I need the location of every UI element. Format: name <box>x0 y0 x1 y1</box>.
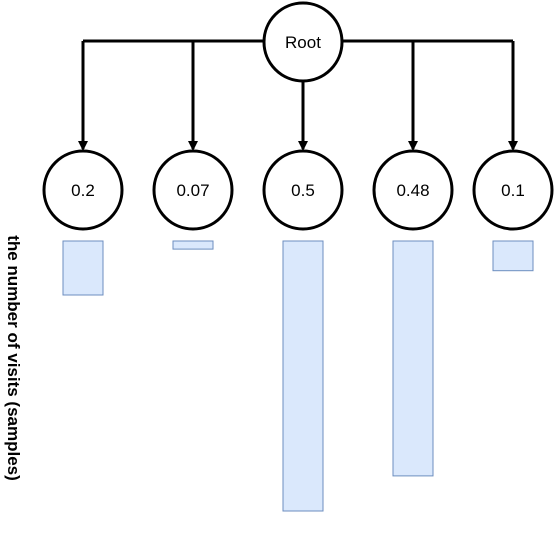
root-node-label: Root <box>285 33 321 52</box>
root-node-circle <box>262 1 344 83</box>
nodes: 0.2 0.07 0.5 0.48 0.1 Root <box>42 1 554 231</box>
root-node: Root <box>262 1 344 83</box>
child-node-circle <box>42 149 124 231</box>
child-node-label: 0.1 <box>501 181 525 200</box>
visit-bar <box>172 240 214 250</box>
visit-bar <box>492 240 534 272</box>
child-node: 0.48 <box>372 149 454 231</box>
child-node-circle <box>372 149 454 231</box>
visit-bar <box>282 240 324 512</box>
child-node-label: 0.48 <box>396 181 429 200</box>
y-axis-label: the number of visits (samples) <box>4 235 23 481</box>
child-node-circle <box>152 149 234 231</box>
child-node: 0.2 <box>42 149 124 231</box>
child-node-label: 0.2 <box>71 181 95 200</box>
child-node-label: 0.5 <box>291 181 315 200</box>
visit-bar <box>392 240 434 477</box>
visit-bar <box>62 240 104 296</box>
child-node-circle <box>262 149 344 231</box>
child-node-circle <box>472 149 554 231</box>
visit-bars <box>62 240 534 512</box>
child-node-label: 0.07 <box>176 181 209 200</box>
child-node: 0.07 <box>152 149 234 231</box>
edges <box>78 39 518 151</box>
child-node: 0.5 <box>262 149 344 231</box>
child-node: 0.1 <box>472 149 554 231</box>
